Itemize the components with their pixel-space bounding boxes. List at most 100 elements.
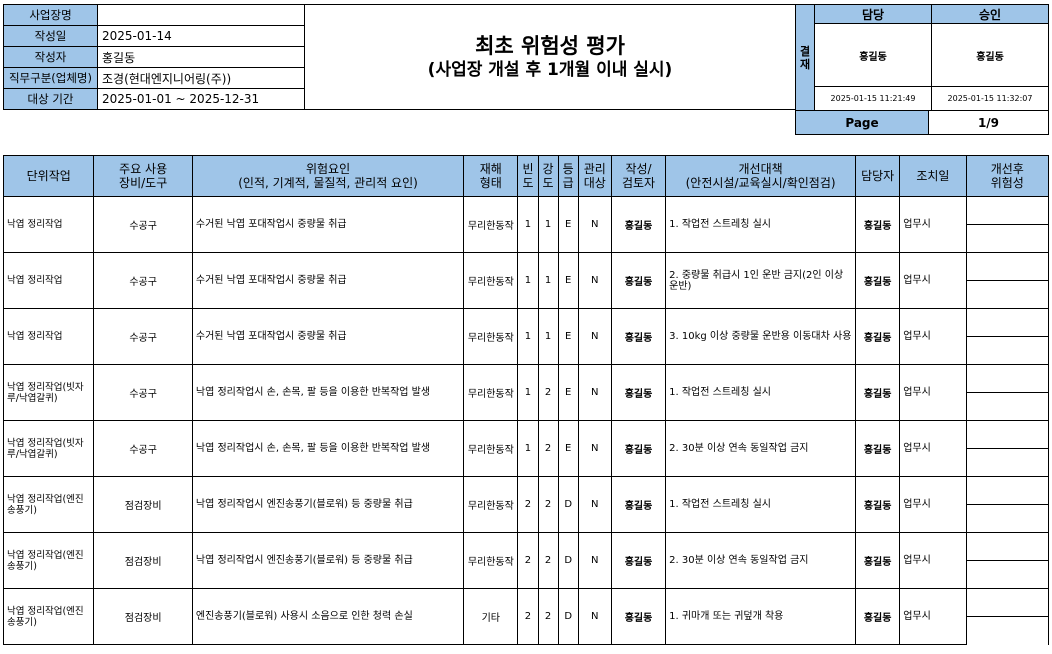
table-row-sub [4,504,1050,533]
cell-type: 무리한동작 [463,476,519,533]
approval-timestamp-approver: 2025-01-15 11:32:07 [931,86,1049,111]
cell-hazard: 수거된 낙엽 포대작업시 중량물 취급 [191,308,465,365]
header-measure: 개선대책 (안전시설/교육실시/확인점검) [665,155,857,197]
approval-signer-manager: 홍길동 [814,23,932,87]
cell-after-risk[interactable] [965,476,1050,505]
info-row: 작성자 홍길동 [3,46,305,68]
cell-freq: 1 [517,364,539,421]
cell-after-risk[interactable] [965,532,1050,561]
header-sev: 강 도 [537,155,559,197]
header-author: 작성/ 검토자 [610,155,667,197]
cell-after-risk[interactable] [965,420,1050,449]
cell-after-risk[interactable] [965,196,1050,225]
cell-sev: 1 [537,308,559,365]
cell-task: 낙엽 정리작업(엔진송풍기) [2,476,95,533]
cell-sev: 1 [537,252,559,309]
header-after: 개선후 위험성 [965,155,1050,197]
table-header-row: 단위작업 주요 사용 장비/도구 위험요인 (인적, 기계적, 물질적, 관리적 요… [2,155,1050,197]
cell-task: 낙엽 정리작업 [2,252,95,309]
header-type: 재해 형태 [463,155,519,197]
cell-manager: 홍길동 [855,420,901,477]
page-title: 최초 위험성 평가 [475,34,625,58]
cell-grade: E [557,420,579,477]
cell-after-risk[interactable] [965,252,1050,281]
info-value[interactable]: 2025-01-01 ~ 2025-12-31 [97,88,305,110]
cell-after-risk-sub[interactable] [965,392,1050,421]
cell-hazard: 엔진송풍기(블로워) 사용시 소음으로 인한 청력 손실 [191,588,465,645]
cell-author: 홍길동 [610,196,667,253]
cell-date: 업무시 [899,196,967,253]
title-box: 최초 위험성 평가 (사업장 개설 후 1개월 이내 실시) [304,4,796,110]
header-equipment: 주요 사용 장비/도구 [93,155,193,197]
cell-measure: 1. 귀마개 또는 귀덮개 착용 [665,588,857,645]
cell-equipment: 수공구 [93,364,193,421]
table-row: 낙엽 정리작업(빗자루/낙엽갈퀴) 수공구 낙엽 정리작업시 손, 손목, 팔 등을… [2,364,1050,421]
cell-type: 무리한동작 [463,420,519,477]
cell-freq: 1 [517,308,539,365]
cell-managed: N [577,364,612,421]
cell-managed: N [577,252,612,309]
cell-date: 업무시 [899,364,967,421]
cell-managed: N [577,476,612,533]
cell-type: 무리한동작 [463,308,519,365]
cell-after-risk-sub[interactable] [965,560,1050,589]
cell-sev: 2 [537,532,559,589]
info-value[interactable]: 홍길동 [97,46,305,68]
cell-after-risk-sub[interactable] [965,336,1050,365]
page-label: Page [795,110,929,135]
cell-managed: N [577,308,612,365]
approval-header-approver: 승인 [931,4,1049,24]
cell-author: 홍길동 [610,364,667,421]
cell-after-risk-sub[interactable] [965,504,1050,533]
cell-after-risk-sub[interactable] [965,280,1050,309]
info-value[interactable] [97,4,305,26]
cell-manager: 홍길동 [855,308,901,365]
cell-equipment: 점검장비 [93,588,193,645]
cell-hazard: 수거된 낙엽 포대작업시 중량물 취급 [191,252,465,309]
page-indicator: Page 1/9 [795,110,1049,135]
cell-manager: 홍길동 [855,252,901,309]
table-row: 낙엽 정리작업 수공구 수거된 낙엽 포대작업시 중량물 취급 무리한동작 1 1 E N 홍길… [2,252,1050,309]
cell-measure: 1. 작업전 스트레칭 실시 [665,476,857,533]
cell-task: 낙엽 정리작업(빗자루/낙엽갈퀴) [2,420,95,477]
cell-measure: 1. 작업전 스트레칭 실시 [665,196,857,253]
cell-after-risk[interactable] [965,588,1050,617]
cell-managed: N [577,196,612,253]
cell-date: 업무시 [899,532,967,589]
table-row: 낙엽 정리작업 수공구 수거된 낙엽 포대작업시 중량물 취급 무리한동작 1 1 E N 홍길… [2,308,1050,365]
cell-after-risk-sub[interactable] [965,224,1050,253]
approval-table: 결재 담당 승인 홍길동 홍길동 2025-01-15 11:21:49 202… [795,4,1049,111]
cell-task: 낙엽 정리작업(엔진송풍기) [2,588,95,645]
cell-manager: 홍길동 [855,196,901,253]
cell-sev: 2 [537,476,559,533]
header-hazard: 위험요인 (인적, 기계적, 물질적, 관리적 요인) [191,155,465,197]
cell-measure: 3. 10kg 이상 중량물 운반용 이동대차 사용 [665,308,857,365]
info-row: 작성일 2025-01-14 [3,25,305,47]
cell-after-risk-sub[interactable] [965,448,1050,477]
cell-sev: 2 [537,364,559,421]
cell-freq: 2 [517,476,539,533]
cell-manager: 홍길동 [855,588,901,645]
info-row: 대상 기간 2025-01-01 ~ 2025-12-31 [3,88,305,110]
cell-grade: E [557,252,579,309]
cell-freq: 1 [517,420,539,477]
approval-signer-approver: 홍길동 [931,23,1049,87]
cell-freq: 1 [517,252,539,309]
table-row-sub [4,560,1050,589]
cell-managed: N [577,532,612,589]
info-row: 직무구분(업체명) 조경(현대엔지니어링(주)) [3,67,305,89]
cell-after-risk[interactable] [965,364,1050,393]
cell-grade: D [557,532,579,589]
info-value[interactable]: 조경(현대엔지니어링(주)) [97,67,305,89]
info-value[interactable]: 2025-01-14 [97,25,305,47]
cell-hazard: 낙엽 정리작업시 손, 손목, 팔 등을 이용한 반복작업 발생 [191,420,465,477]
info-label: 대상 기간 [3,88,98,110]
cell-author: 홍길동 [610,588,667,645]
cell-after-risk[interactable] [965,308,1050,337]
table-row-sub [4,616,1050,645]
cell-task: 낙엽 정리작업(엔진송풍기) [2,532,95,589]
cell-after-risk-sub[interactable] [965,616,1050,645]
cell-type: 무리한동작 [463,196,519,253]
info-row: 사업장명 [3,4,305,26]
cell-managed: N [577,420,612,477]
